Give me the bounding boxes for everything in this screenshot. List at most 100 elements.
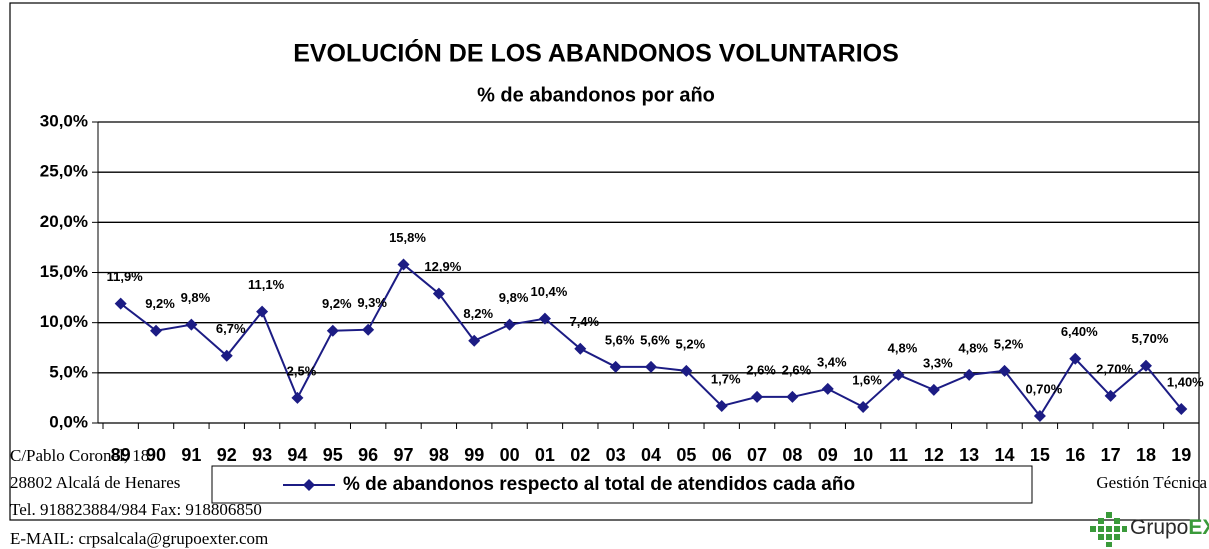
data-label: 1,40% xyxy=(1167,374,1204,389)
data-label: 4,8% xyxy=(888,340,918,355)
x-tick-label: 13 xyxy=(959,445,979,465)
marker xyxy=(503,318,516,331)
data-label: 0,70% xyxy=(1025,381,1062,396)
marker xyxy=(1104,389,1117,402)
x-tick-label: 02 xyxy=(570,445,590,465)
x-tick-label: 06 xyxy=(712,445,732,465)
phone: Tel. 918823884/984 Fax: 918806850 xyxy=(10,500,262,519)
marker xyxy=(397,258,410,271)
legend-label: % de abandonos respecto al total de aten… xyxy=(343,474,855,495)
x-tick-label: 94 xyxy=(287,445,307,465)
x-tick-label: 17 xyxy=(1101,445,1121,465)
marker xyxy=(927,383,940,396)
x-tick-label: 89 xyxy=(111,445,131,465)
x-tick-label: 04 xyxy=(641,445,661,465)
data-label: 9,8% xyxy=(181,290,211,305)
data-label: 7,4% xyxy=(569,314,599,329)
footer: C/Pablo Coronel, 18 28802 Alcalá de Hena… xyxy=(10,446,1209,548)
plot-area: 0,0% 5,0% 10,0% 15,0% 20,0% 25,0% 30,0% 89 90 91 9… xyxy=(40,111,1204,464)
x-tick-label: 92 xyxy=(217,445,237,465)
email: E-MAIL: crpsalcala@grupoexter.com xyxy=(10,529,268,548)
data-label: 9,3% xyxy=(357,295,387,310)
x-tick-label: 12 xyxy=(924,445,944,465)
x-tick-label: 93 xyxy=(252,445,272,465)
address: C/Pablo Coronel, 18 xyxy=(10,446,149,465)
x-tick-label: 05 xyxy=(676,445,696,465)
legend: % de abandonos respecto al total de aten… xyxy=(211,465,1033,504)
marker xyxy=(1175,402,1188,415)
x-tick-label: 11 xyxy=(889,445,908,465)
data-label: 2,5% xyxy=(287,363,317,378)
department: Gestión Técnica xyxy=(1096,473,1207,492)
marker xyxy=(645,360,657,373)
x-tick-label: 97 xyxy=(394,445,414,465)
logo-text: GrupoEXTER xyxy=(1130,516,1209,539)
marker xyxy=(998,364,1011,377)
marker xyxy=(1139,359,1152,372)
x-tick-label: 91 xyxy=(181,445,201,465)
marker xyxy=(362,323,375,336)
x-tick-label: 98 xyxy=(429,445,449,465)
data-label: 8,2% xyxy=(463,306,493,321)
marker xyxy=(432,287,445,300)
chart-frame xyxy=(9,2,1200,521)
y-tick-label: 15,0% xyxy=(40,262,88,281)
x-tick-label: 15 xyxy=(1030,445,1050,465)
legend-box xyxy=(211,465,1033,504)
y-tick-label: 10,0% xyxy=(40,312,88,331)
y-tick-label: 0,0% xyxy=(49,412,88,431)
marker xyxy=(185,318,198,331)
data-label: 11,1% xyxy=(248,277,285,292)
data-label: 5,2% xyxy=(994,336,1024,351)
marker xyxy=(821,382,834,395)
marker xyxy=(751,390,764,403)
marker xyxy=(715,399,728,412)
marker xyxy=(256,305,269,318)
y-tick-label: 25,0% xyxy=(40,162,88,181)
marker xyxy=(1033,409,1046,422)
data-label: 3,3% xyxy=(923,355,953,370)
marker xyxy=(326,324,339,337)
marker xyxy=(150,324,163,337)
data-label: 2,70% xyxy=(1096,361,1133,376)
y-tick-label: 20,0% xyxy=(40,212,88,231)
x-tick-label: 99 xyxy=(464,445,484,465)
marker xyxy=(291,391,304,404)
x-tick-label: 09 xyxy=(818,445,838,465)
logo-icon xyxy=(1090,512,1127,547)
data-label: 12,9% xyxy=(424,259,461,274)
y-tick-label: 30,0% xyxy=(40,111,88,130)
marker xyxy=(468,334,481,347)
data-label: 10,4% xyxy=(530,284,567,299)
x-tick-label: 01 xyxy=(535,445,555,465)
x-tick-label: 95 xyxy=(323,445,343,465)
data-label: 15,8% xyxy=(389,230,426,245)
data-label: 5,2% xyxy=(676,336,706,351)
x-tick-label: 96 xyxy=(358,445,378,465)
x-tick-label: 16 xyxy=(1065,445,1085,465)
x-tick-label: 10 xyxy=(853,445,873,465)
marker xyxy=(538,312,551,325)
x-tick-label: 14 xyxy=(995,445,1015,465)
y-tick-label: 5,0% xyxy=(49,362,88,381)
data-label: 5,6% xyxy=(640,332,670,347)
data-label: 9,2% xyxy=(145,296,175,311)
marker xyxy=(680,364,693,377)
marker xyxy=(609,360,622,373)
city: 28802 Alcalá de Henares xyxy=(10,473,180,492)
x-tick-label: 08 xyxy=(782,445,802,465)
marker xyxy=(303,479,315,491)
data-label: 3,4% xyxy=(817,354,847,369)
marker xyxy=(786,390,799,403)
marker xyxy=(574,342,587,355)
data-label: 5,6% xyxy=(605,332,635,347)
data-label: 2,6% xyxy=(782,362,812,377)
marker xyxy=(963,368,976,381)
data-label: 1,6% xyxy=(852,372,882,387)
marker xyxy=(220,349,233,362)
marker xyxy=(1069,352,1082,365)
x-tick-label: 07 xyxy=(747,445,767,465)
data-label: 9,2% xyxy=(322,296,352,311)
marker xyxy=(857,400,870,413)
